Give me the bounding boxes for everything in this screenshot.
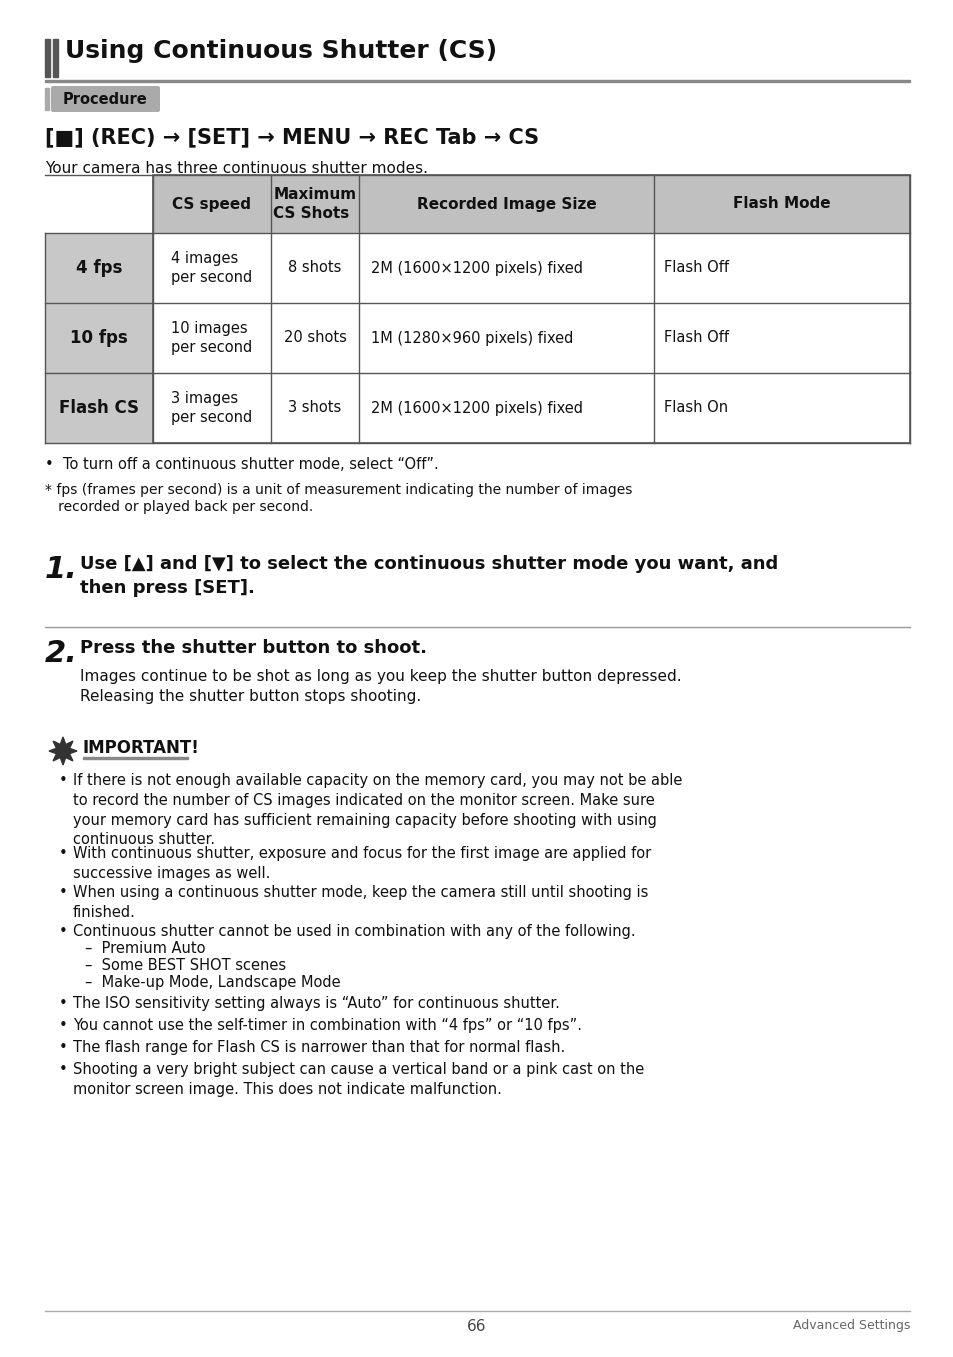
Text: •: • (59, 996, 68, 1011)
FancyBboxPatch shape (51, 85, 160, 113)
Text: Flash CS: Flash CS (59, 399, 139, 417)
Text: 3 images
per second: 3 images per second (172, 391, 253, 425)
Text: Flash On: Flash On (663, 400, 727, 415)
Text: CS speed: CS speed (172, 197, 252, 212)
Text: You cannot use the self-timer in combination with “4 fps” or “10 fps”.: You cannot use the self-timer in combina… (73, 1018, 581, 1033)
Text: recorded or played back per second.: recorded or played back per second. (45, 499, 313, 514)
Text: 2.: 2. (45, 639, 78, 668)
Text: –  Premium Auto: – Premium Auto (85, 940, 205, 955)
Text: Your camera has three continuous shutter modes.: Your camera has three continuous shutter… (45, 161, 428, 176)
Text: 10 fps: 10 fps (71, 328, 128, 347)
Bar (45, 233, 152, 303)
Text: •: • (59, 845, 68, 860)
Text: Using Continuous Shutter (CS): Using Continuous Shutter (CS) (65, 39, 497, 62)
Text: [■] (REC) → [SET] → MENU → REC Tab → CS: [■] (REC) → [SET] → MENU → REC Tab → CS (45, 128, 538, 147)
Text: * fps (frames per second) is a unit of measurement indicating the number of imag: * fps (frames per second) is a unit of m… (45, 483, 632, 497)
Bar (45, 80, 909, 81)
Text: •  To turn off a continuous shutter mode, select “Off”.: • To turn off a continuous shutter mode,… (45, 457, 438, 472)
Bar (152, 175, 909, 233)
Text: If there is not enough available capacity on the memory card, you may not be abl: If there is not enough available capacit… (73, 773, 681, 847)
Text: 8 shots: 8 shots (288, 261, 341, 275)
Text: 20 shots: 20 shots (283, 331, 346, 346)
Text: •: • (59, 1018, 68, 1033)
Text: Continuous shutter cannot be used in combination with any of the following.: Continuous shutter cannot be used in com… (73, 924, 635, 939)
Text: •: • (59, 885, 68, 900)
Text: Images continue to be shot as long as you keep the shutter button depressed.
Rel: Images continue to be shot as long as yo… (80, 669, 680, 704)
Text: Use [▲] and [▼] to select the continuous shutter mode you want, and
then press [: Use [▲] and [▼] to select the continuous… (80, 555, 778, 597)
Bar (45, 39, 50, 77)
Bar (83, 757, 188, 759)
Text: 1.: 1. (45, 555, 78, 584)
Polygon shape (49, 737, 77, 765)
Text: 1M (1280×960 pixels) fixed: 1M (1280×960 pixels) fixed (371, 331, 573, 346)
Text: Press the shutter button to shoot.: Press the shutter button to shoot. (80, 639, 427, 657)
Text: Flash Off: Flash Off (663, 261, 728, 275)
Text: 10 images
per second: 10 images per second (172, 320, 253, 356)
Bar (45, 373, 152, 442)
Text: Maximum
CS Shots: Maximum CS Shots (274, 187, 356, 221)
Bar (45, 303, 152, 373)
Text: When using a continuous shutter mode, keep the camera still until shooting is
fi: When using a continuous shutter mode, ke… (73, 885, 648, 920)
Bar (45, 88, 49, 110)
Text: The flash range for Flash CS is narrower than that for normal flash.: The flash range for Flash CS is narrower… (73, 1039, 565, 1054)
Text: •: • (59, 1039, 68, 1054)
Text: Advanced Settings: Advanced Settings (792, 1319, 909, 1333)
Text: With continuous shutter, exposure and focus for the first image are applied for
: With continuous shutter, exposure and fo… (73, 845, 651, 881)
Text: Recorded Image Size: Recorded Image Size (416, 197, 596, 212)
Bar (53, 39, 58, 77)
Text: –  Some BEST SHOT scenes: – Some BEST SHOT scenes (85, 958, 286, 973)
Text: The ISO sensitivity setting always is “Auto” for continuous shutter.: The ISO sensitivity setting always is “A… (73, 996, 559, 1011)
Text: 4 fps: 4 fps (75, 259, 122, 277)
Text: Flash Mode: Flash Mode (733, 197, 830, 212)
Bar (152, 175, 909, 442)
Text: Procedure: Procedure (63, 91, 147, 106)
Text: •: • (59, 773, 68, 788)
Text: IMPORTANT!: IMPORTANT! (83, 740, 200, 757)
Text: 2M (1600×1200 pixels) fixed: 2M (1600×1200 pixels) fixed (371, 261, 582, 275)
Text: 3 shots: 3 shots (288, 400, 341, 415)
Text: Shooting a very bright subject can cause a vertical band or a pink cast on the
m: Shooting a very bright subject can cause… (73, 1063, 643, 1096)
Text: 66: 66 (467, 1319, 486, 1334)
Text: Flash Off: Flash Off (663, 331, 728, 346)
Text: –  Make-up Mode, Landscape Mode: – Make-up Mode, Landscape Mode (85, 974, 340, 991)
Text: •: • (59, 1063, 68, 1077)
Text: 2M (1600×1200 pixels) fixed: 2M (1600×1200 pixels) fixed (371, 400, 582, 415)
Text: •: • (59, 924, 68, 939)
Text: 4 images
per second: 4 images per second (172, 251, 253, 285)
